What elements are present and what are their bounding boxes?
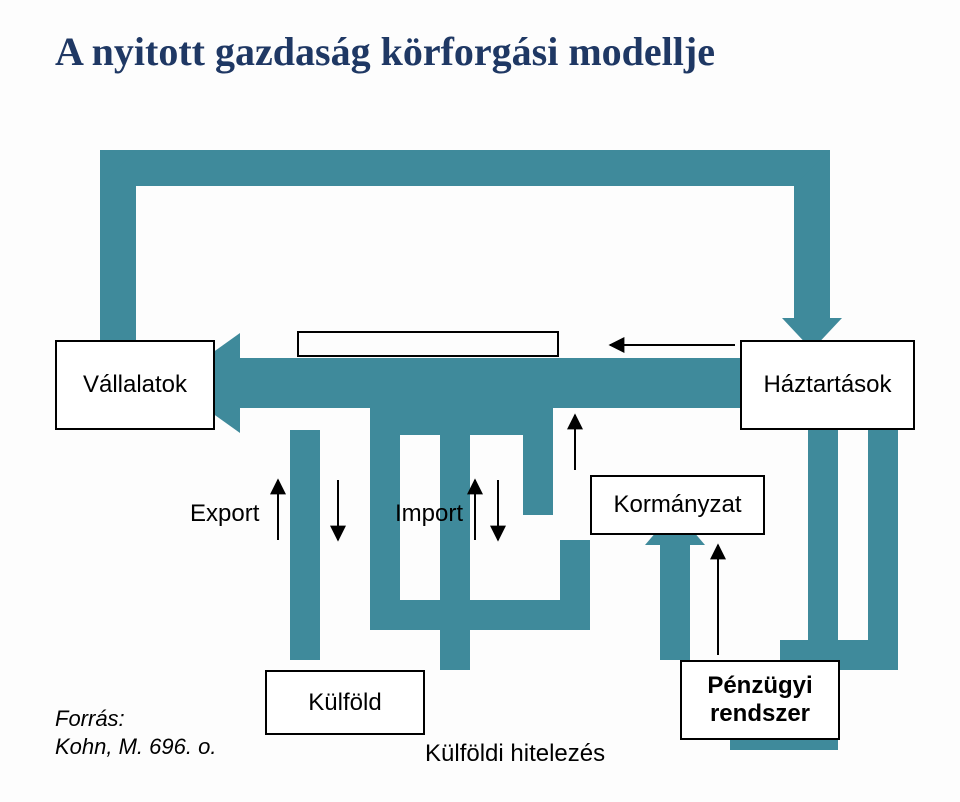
diagram-stage: A nyitott gazdaság körforgási modellje V… <box>0 0 960 802</box>
node-kormanyzat: Kormányzat <box>590 475 765 535</box>
label-import: Import <box>395 500 463 528</box>
node-haztartasok-label: Háztartások <box>763 371 891 399</box>
node-kormanyzat-label: Kormányzat <box>613 491 741 519</box>
import-flow <box>440 430 470 670</box>
outer-top-loop <box>100 150 842 350</box>
source-citation: Forrás: Kohn, M. 696. o. <box>55 705 216 760</box>
page-title: A nyitott gazdaság körforgási modellje <box>55 28 715 75</box>
inner-rect-detail <box>298 332 558 356</box>
kulfold-to-penzugyi <box>370 515 590 630</box>
node-haztartasok: Háztartások <box>740 340 915 430</box>
node-vallalatok-label: Vállalatok <box>83 371 187 399</box>
node-penzugyi-label: Pénzügyi rendszer <box>707 672 812 727</box>
export-flow <box>275 430 335 690</box>
node-penzugyi: Pénzügyi rendszer <box>680 660 840 740</box>
label-export: Export <box>190 500 259 528</box>
node-kulfold: Külföld <box>265 670 425 735</box>
node-kulfold-label: Külföld <box>308 689 381 717</box>
label-kulfoldi-hitelezes: Külföldi hitelezés <box>425 740 605 768</box>
kulfoldi-hitelezes-flow <box>425 695 675 717</box>
node-vallalatok: Vállalatok <box>55 340 215 430</box>
